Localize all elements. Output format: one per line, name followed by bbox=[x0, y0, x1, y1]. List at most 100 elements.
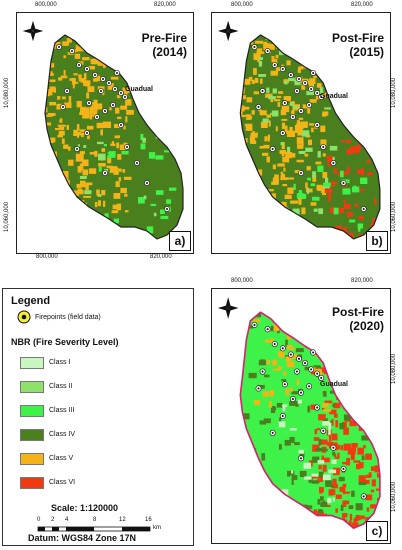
firepoint-marker-dot bbox=[342, 182, 345, 184]
scalebar-tick-8: 8 bbox=[93, 517, 97, 523]
y-tick-top: 10,080,000 bbox=[391, 77, 397, 108]
x-tick-right: 820,000 bbox=[351, 2, 373, 8]
firepoint-marker-dot bbox=[299, 391, 303, 394]
firepoint-marker-dot bbox=[281, 68, 284, 70]
legend-swatch-class-2 bbox=[20, 381, 44, 393]
firepoint-marker-dot bbox=[316, 124, 319, 126]
map-title-line1: Post-Fire bbox=[331, 31, 384, 45]
firepoint-marker-dot bbox=[289, 353, 292, 356]
panel-label: c) bbox=[366, 521, 388, 541]
legend-swatch-class-3 bbox=[20, 405, 44, 417]
legend-class-6-label: Class VI bbox=[49, 479, 76, 486]
firepoint-marker-dot bbox=[362, 208, 365, 210]
map-frame: Post-Fire (2015) Guadual b) bbox=[211, 12, 391, 254]
firepoint-marker-dot bbox=[291, 398, 294, 401]
y-tick-top: 10,080,000 bbox=[4, 77, 10, 108]
firepoint-marker-dot bbox=[261, 90, 264, 92]
map-svg bbox=[217, 20, 381, 240]
firepoint-marker-dot bbox=[120, 92, 122, 94]
x-tick-left: 800,000 bbox=[35, 2, 57, 8]
firepoint-marker-dot bbox=[94, 74, 96, 76]
firepoint-marker-dot bbox=[289, 74, 292, 76]
firepoint-marker-dot bbox=[271, 148, 274, 150]
x-tick-right: 820,000 bbox=[154, 2, 176, 8]
firepoint-marker-dot bbox=[320, 96, 323, 98]
firepoint-marker-dot bbox=[253, 323, 256, 327]
firepoint-marker-dot bbox=[283, 383, 286, 386]
scalebar-tick-16: 16 bbox=[145, 517, 152, 523]
legend-class-4-label: Class IV bbox=[49, 431, 76, 438]
firepoint-marker-dot bbox=[310, 368, 313, 371]
north-arrow-icon bbox=[217, 297, 239, 319]
firepoint-marker-dot bbox=[316, 406, 319, 409]
firepoint-marker-dot bbox=[299, 172, 303, 174]
panel-label: b) bbox=[366, 231, 388, 251]
legend-class-1-label: Class I bbox=[49, 359, 71, 366]
y-tick-bottom: 10,060,000 bbox=[391, 481, 397, 512]
firepoint-marker-dot bbox=[96, 116, 98, 118]
firepoint-marker-dot bbox=[299, 457, 303, 460]
firepoint-marker-dot bbox=[362, 495, 365, 498]
firepoint-marker-dot bbox=[342, 467, 345, 470]
map-title: Post-Fire (2015) bbox=[332, 31, 384, 59]
map-panel-a: 800,000 820,000 Pre-Fire (2014) Guadual … bbox=[0, 0, 200, 262]
firepoint-marker-dot bbox=[310, 88, 313, 90]
firepoint-marker-dot bbox=[108, 82, 110, 84]
firepoint-marker-dot bbox=[291, 116, 294, 118]
map-title-line1: Post-Fire bbox=[331, 305, 384, 319]
firepoint-marker-dot bbox=[304, 82, 307, 84]
north-arrow-icon bbox=[217, 20, 239, 42]
firepoint-marker-dot bbox=[253, 46, 256, 48]
firepoint-marker-dot bbox=[308, 385, 311, 388]
x-tick-bottom-left: 800,000 bbox=[36, 254, 58, 260]
legend-class-5-label: Class V bbox=[49, 455, 74, 462]
firepoint-marker-dot bbox=[120, 124, 122, 126]
firepoint-marker-dot bbox=[283, 102, 286, 104]
firepoint-marker-dot bbox=[322, 429, 325, 432]
y-tick-bottom: 10,060,000 bbox=[391, 201, 397, 232]
map-title-line2: (2014) bbox=[152, 45, 187, 59]
firepoint-marker-dot bbox=[257, 387, 260, 390]
firepoint-marker-dot bbox=[295, 370, 298, 373]
firepoint-icon bbox=[17, 310, 31, 324]
map-svg bbox=[22, 20, 184, 240]
map-title-line2: (2020) bbox=[349, 319, 384, 333]
firepoint-marker-dot bbox=[316, 372, 319, 375]
firepoint-marker-dot bbox=[299, 110, 303, 112]
town-label-guadual: Guadual bbox=[320, 381, 349, 388]
firepoint-marker-dot bbox=[297, 78, 300, 80]
firepoint-marker-dot bbox=[281, 414, 284, 418]
legend-swatch-class-6 bbox=[20, 477, 44, 489]
x-tick-bottom-right: 820,000 bbox=[150, 254, 172, 260]
firepoint-marker-dot bbox=[136, 162, 138, 164]
firepoint-marker-dot bbox=[114, 88, 116, 90]
x-tick-left: 800,000 bbox=[231, 278, 253, 284]
legend-title: Legend bbox=[11, 295, 51, 307]
firepoint-marker-dot bbox=[320, 376, 323, 379]
firepoint-marker-dot bbox=[126, 146, 128, 148]
firepoint-marker-dot bbox=[316, 92, 319, 94]
x-tick-left: 800,000 bbox=[231, 2, 253, 8]
firepoint-marker-dot bbox=[281, 347, 284, 350]
town-label-guadual: Guadual bbox=[125, 86, 154, 93]
firepoint-marker-dot bbox=[261, 370, 264, 373]
firepoint-marker-dot bbox=[66, 90, 68, 92]
firepoint-marker-dot bbox=[78, 64, 80, 66]
scalebar-tick-4: 4 bbox=[65, 517, 69, 523]
firepoint-marker-dot bbox=[273, 64, 276, 66]
legend-swatch-class-1 bbox=[20, 357, 44, 369]
map-title: Post-Fire (2020) bbox=[332, 305, 384, 333]
firepoint-marker-dot bbox=[124, 96, 126, 98]
map-svg bbox=[217, 297, 381, 530]
map-title: Pre-Fire (2014) bbox=[142, 31, 187, 59]
firepoint-marker-dot bbox=[88, 102, 90, 104]
map-title-line1: Pre-Fire bbox=[141, 31, 187, 45]
map-frame: Post-Fire (2020) Guadual c) bbox=[211, 288, 391, 544]
y-tick-bottom: 10,060,000 bbox=[4, 201, 10, 232]
firepoint-marker-dot bbox=[273, 342, 276, 346]
firepoint-marker-dot bbox=[104, 110, 106, 112]
firepoint-marker-dot bbox=[332, 162, 335, 164]
datum-text: Datum: WGS84 Zone 17N bbox=[28, 533, 137, 543]
firepoint-marker-dot bbox=[304, 362, 307, 365]
firepoint-marker-dot bbox=[266, 328, 269, 331]
